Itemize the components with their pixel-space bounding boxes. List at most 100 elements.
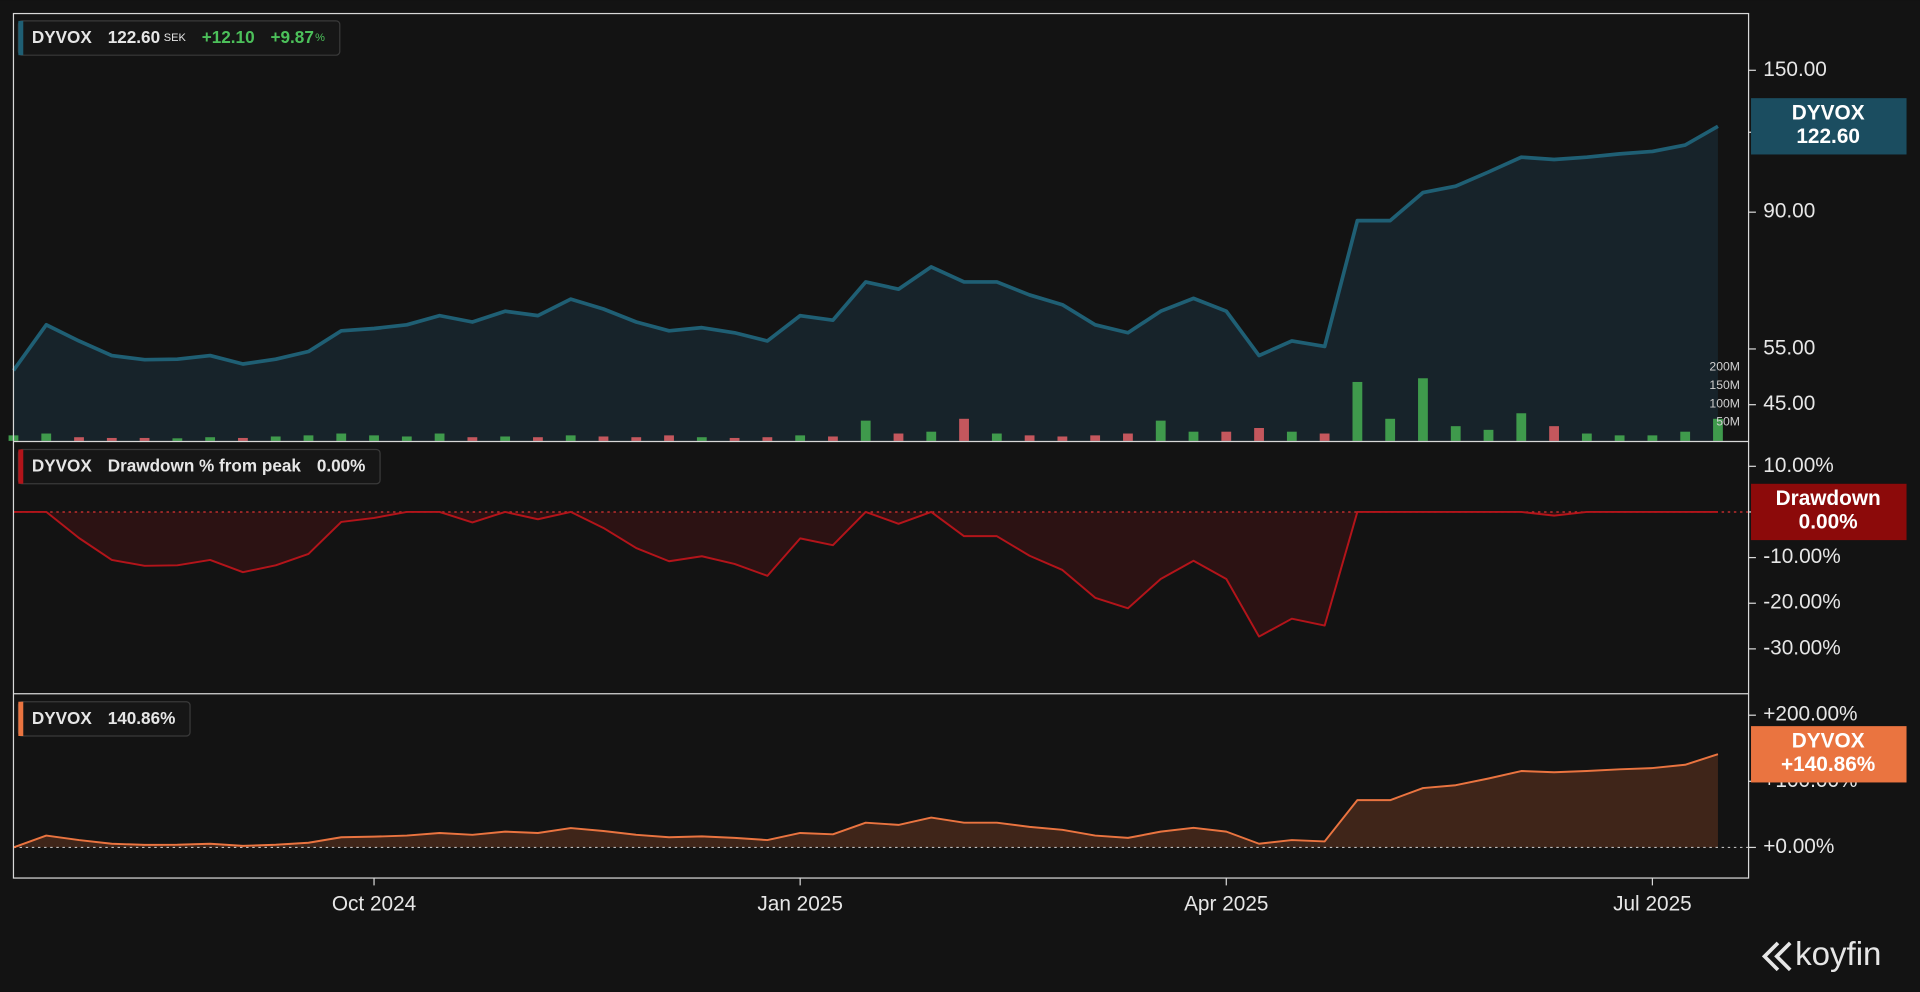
volume-bar (1352, 381, 1363, 441)
volume-bar (926, 431, 937, 441)
series-line (13, 510, 1718, 638)
volume-bar (74, 437, 84, 441)
volume-bar (631, 437, 642, 441)
badge-text: DYVOX (1792, 730, 1865, 753)
legend-currency: SEK (164, 32, 187, 44)
volume-tick-label: 150M (1709, 378, 1740, 392)
volume-bar (1647, 435, 1658, 441)
volume-bar (1418, 378, 1428, 441)
volume-bar (1483, 429, 1494, 441)
volume-bar (369, 435, 379, 441)
y-tick-label: 90.00 (1763, 200, 1815, 223)
y-tick-label: -10.00% (1763, 545, 1840, 568)
volume-bar (172, 438, 183, 441)
area-fill (13, 511, 1718, 637)
volume-bar (1254, 428, 1264, 441)
volume-bar (1221, 431, 1232, 441)
volume-bar (303, 435, 314, 441)
legend-pct_sign: % (315, 32, 325, 44)
volume-bar (139, 437, 150, 441)
legend-value: 0.00% (317, 455, 366, 475)
legend-change_pct: +9.87 (271, 27, 314, 47)
volume-bar (991, 433, 1002, 441)
volume-bar (959, 418, 969, 441)
volume-bar (434, 433, 445, 441)
volume-bar (893, 433, 904, 441)
volume-bar (41, 433, 52, 441)
legend: DYVOX 122.60 SEK +12.10 +9.87% (32, 27, 325, 47)
volume-bar (1385, 418, 1396, 441)
price-badge (1751, 483, 1907, 541)
volume-bar (1549, 426, 1559, 441)
legend: DYVOX 140.86% (32, 707, 175, 727)
legend-price: 122.60 (108, 27, 160, 47)
volume-bar (500, 436, 511, 441)
badge-text: Drawdown (1776, 487, 1881, 510)
volume-bar (1680, 431, 1691, 441)
y-tick-label: -20.00% (1763, 591, 1840, 614)
legend-ticker: DYVOX (32, 27, 93, 47)
y-tick-label: 10.00% (1763, 454, 1834, 477)
y-tick-label: 150.00 (1763, 58, 1827, 81)
y-tick-label: -30.00% (1763, 636, 1840, 659)
badge-text: 0.00% (1799, 510, 1858, 533)
volume-tick-label: 100M (1709, 396, 1740, 410)
legend: DYVOX Drawdown % from peak 0.00% (32, 455, 366, 475)
legend-color (18, 20, 24, 56)
volume-bar (270, 436, 281, 441)
volume-bar (336, 433, 347, 441)
volume-bar (467, 437, 478, 441)
volume-bar (1024, 435, 1035, 441)
legend-color (18, 449, 24, 484)
legend-ticker: DYVOX (32, 455, 93, 475)
legend-color (18, 701, 24, 736)
legend-change: +12.10 (202, 27, 255, 47)
series-line (11, 124, 1719, 372)
x-tick-label: Oct 2024 (332, 892, 416, 915)
x-tick-label: Apr 2025 (1184, 892, 1268, 915)
y-tick-label: +200.00% (1763, 703, 1857, 726)
volume-bar (1516, 413, 1527, 441)
plots: Oct 2024 Jan 2025 Apr 2025 Jul 2025 200M 150M… (8, 20, 1907, 915)
volume-tick-label: 200M (1709, 359, 1740, 373)
volume-bar (1319, 433, 1330, 441)
volume-bar (1581, 433, 1592, 441)
volume-bar (1286, 431, 1297, 441)
volume-tick-label: 50M (1716, 415, 1740, 429)
volume-bar (1614, 435, 1625, 441)
volume-bar (1713, 418, 1723, 441)
x-tick-label: Jul 2025 (1613, 892, 1692, 915)
x-tick-label: Jan 2025 (757, 892, 843, 915)
volume-bar (238, 437, 248, 441)
volume-bar (565, 435, 576, 441)
volume-bar (1123, 433, 1133, 441)
price-badge (1751, 98, 1907, 155)
frame (12, 12, 1750, 879)
logo: koyfin (1761, 936, 1881, 973)
volume-bar (401, 436, 412, 441)
volume-bar (1450, 426, 1461, 441)
volume-bar (205, 437, 216, 441)
legend-label: Drawdown % from peak (108, 455, 302, 475)
series-line (13, 753, 1719, 849)
badge-text: 122.60 (1796, 125, 1860, 148)
volume-bar (762, 437, 773, 441)
badge-text: +140.86% (1781, 753, 1875, 776)
volume-bar (1188, 431, 1199, 441)
y-tick-label: +0.00% (1763, 835, 1834, 858)
volume-bar (795, 435, 806, 441)
price-badge (1751, 726, 1907, 783)
volume-bar (598, 436, 609, 441)
volume-bar (696, 437, 707, 441)
volume-bar (106, 437, 117, 441)
y-tick-label: 45.00 (1763, 392, 1815, 415)
volume-bar (664, 435, 674, 441)
legend-value: 140.86% (108, 707, 176, 727)
legend-ticker: DYVOX (32, 707, 93, 727)
volume-bar (860, 420, 871, 441)
logo-text: koyfin (1795, 936, 1881, 973)
logo-icon (1761, 941, 1792, 972)
volume-bar (1090, 435, 1101, 441)
volume-bar (1155, 420, 1166, 441)
